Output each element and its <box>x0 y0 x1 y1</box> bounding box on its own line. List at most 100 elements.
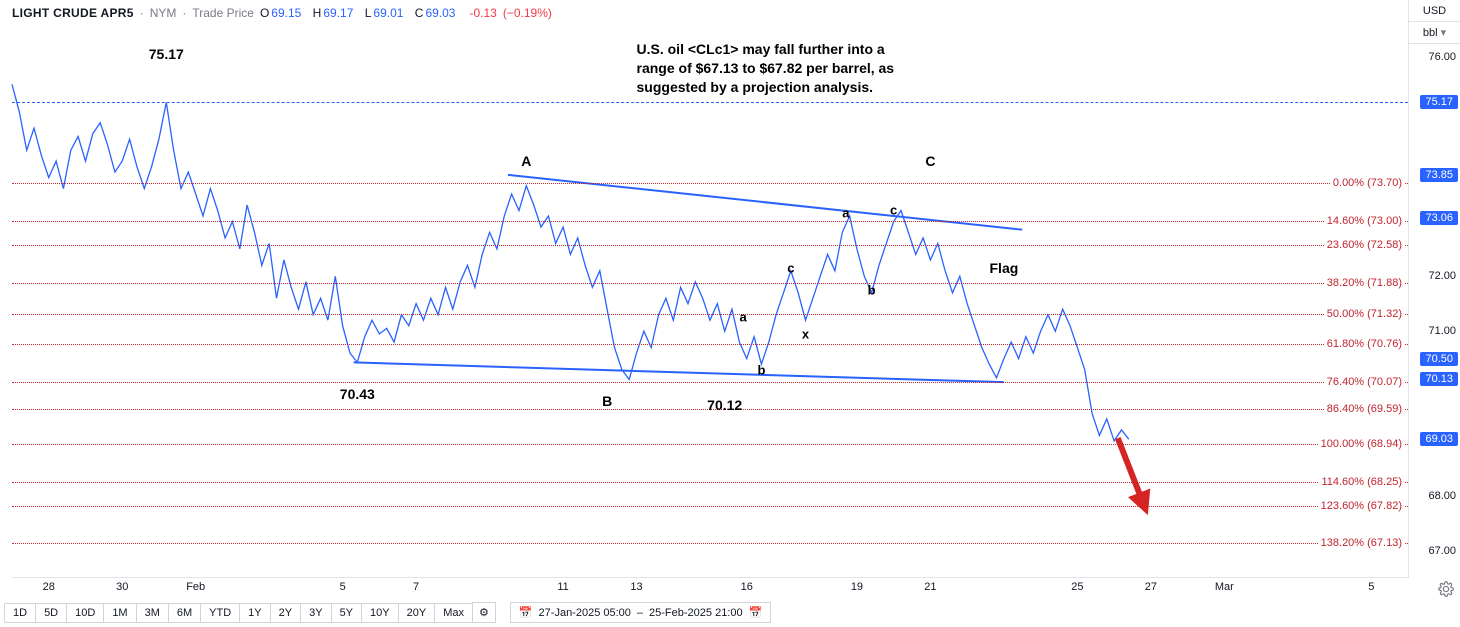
annotation: B <box>602 393 612 409</box>
annotation: Flag <box>990 260 1019 276</box>
exchange: NYM <box>150 6 177 20</box>
y-tick: 67.00 <box>1428 545 1456 557</box>
change-pct: (−0.19%) <box>503 6 552 20</box>
settings-icon[interactable]: ⚙ <box>472 602 496 623</box>
chart-svg <box>12 24 1408 577</box>
y-badge: 70.50 <box>1420 352 1458 366</box>
y-badge: 73.85 <box>1420 168 1458 182</box>
fib-label: 114.60% (68.25) <box>1319 476 1404 488</box>
x-tick: Mar <box>1215 581 1234 593</box>
range-button-6m[interactable]: 6M <box>168 603 201 623</box>
range-button-5d[interactable]: 5D <box>35 603 67 623</box>
range-button-1m[interactable]: 1M <box>103 603 136 623</box>
fib-line <box>12 506 1408 507</box>
annotation: b <box>868 283 876 298</box>
range-toolbar: 1D5D10D1M3M6MYTD1Y2Y3Y5Y10Y20YMax⚙ 27-Jan… <box>4 602 771 623</box>
x-tick: 28 <box>43 581 55 593</box>
fib-label: 123.60% (67.82) <box>1319 500 1404 512</box>
x-tick: 19 <box>851 581 863 593</box>
fib-line <box>12 444 1408 445</box>
ohlc: O69.15 H69.17 L69.01 C69.03 <box>260 6 464 20</box>
chart-header: LIGHT CRUDE APR5 · NYM · Trade Price O69… <box>12 6 552 20</box>
calendar-icon <box>519 606 533 619</box>
annotation: C <box>925 153 935 169</box>
y-badge: 69.03 <box>1420 432 1458 446</box>
fib-line <box>12 543 1408 544</box>
x-tick: 27 <box>1145 581 1157 593</box>
x-tick: 5 <box>1368 581 1374 593</box>
annotation: c <box>787 261 794 276</box>
fib-label: 0.00% (73.70) <box>1331 177 1404 189</box>
x-tick: 30 <box>116 581 128 593</box>
fib-label: 100.00% (68.94) <box>1319 438 1404 450</box>
gear-icon[interactable] <box>1438 581 1454 597</box>
fib-line <box>12 482 1408 483</box>
date-range[interactable]: 27-Jan-2025 05:00–25-Feb-2025 21:00 <box>510 602 771 623</box>
unit-currency[interactable]: USD <box>1409 0 1460 22</box>
y-badge: 70.13 <box>1420 372 1458 386</box>
chart-area[interactable]: 0.00% (73.70) 14.60% (73.00) 23.60% (72.58… <box>12 24 1408 578</box>
x-tick: 7 <box>413 581 419 593</box>
change: -0.13 <box>469 6 496 20</box>
calendar-icon <box>749 606 763 619</box>
range-button-10d[interactable]: 10D <box>66 603 104 623</box>
x-tick: 13 <box>630 581 642 593</box>
x-tick: 11 <box>557 581 568 593</box>
range-button-1d[interactable]: 1D <box>4 603 36 623</box>
fib-label: 86.40% (69.59) <box>1325 403 1404 415</box>
unit-measure[interactable]: bbl <box>1409 22 1460 44</box>
annotation: x <box>802 326 809 341</box>
high-dashed-line <box>12 102 1408 103</box>
range-button-10y[interactable]: 10Y <box>361 603 399 623</box>
y-tick: 76.00 <box>1428 51 1456 63</box>
fib-label: 76.40% (70.07) <box>1325 376 1404 388</box>
x-tick: 21 <box>924 581 936 593</box>
annotation: b <box>757 362 765 377</box>
fib-label: 138.20% (67.13) <box>1319 537 1404 549</box>
x-tick: Feb <box>186 581 205 593</box>
fib-line <box>12 183 1408 184</box>
annotation: a <box>842 206 849 221</box>
price-line <box>12 84 1129 441</box>
range-button-5y[interactable]: 5Y <box>331 603 362 623</box>
fib-line <box>12 283 1408 284</box>
series-label: Trade Price <box>192 6 254 20</box>
annotation: A <box>521 153 531 169</box>
range-button-2y[interactable]: 2Y <box>270 603 301 623</box>
y-tick: 71.00 <box>1428 325 1456 337</box>
range-button-20y[interactable]: 20Y <box>398 603 436 623</box>
date-to: 25-Feb-2025 21:00 <box>649 607 743 619</box>
range-button-1y[interactable]: 1Y <box>239 603 270 623</box>
range-button-3m[interactable]: 3M <box>136 603 169 623</box>
fib-label: 23.60% (72.58) <box>1325 239 1404 251</box>
range-button-max[interactable]: Max <box>434 603 473 623</box>
date-from: 27-Jan-2025 05:00 <box>539 607 631 619</box>
annotation: 75.17 <box>149 46 184 62</box>
fib-line <box>12 314 1408 315</box>
y-tick: 72.00 <box>1428 270 1456 282</box>
fib-label: 61.80% (70.76) <box>1325 338 1404 350</box>
annotation: 70.12 <box>707 397 742 413</box>
fib-line <box>12 344 1408 345</box>
x-tick: 5 <box>340 581 346 593</box>
x-tick: 16 <box>741 581 753 593</box>
x-axis: 28 30 Feb 5 7 11 13 16 19 21 25 27 Mar 5 <box>12 578 1408 598</box>
symbol[interactable]: LIGHT CRUDE APR5 <box>12 6 134 20</box>
fib-label: 38.20% (71.88) <box>1325 277 1404 289</box>
fib-label: 14.60% (73.00) <box>1325 215 1404 227</box>
y-badge: 73.06 <box>1420 211 1458 225</box>
trendline <box>354 362 1004 382</box>
annotation: c <box>890 203 897 218</box>
annotation: 70.43 <box>340 386 375 402</box>
range-button-3y[interactable]: 3Y <box>300 603 331 623</box>
fib-label: 50.00% (71.32) <box>1325 308 1404 320</box>
fib-line <box>12 382 1408 383</box>
fib-line <box>12 221 1408 222</box>
projection-arrow <box>1118 438 1144 504</box>
x-tick: 25 <box>1071 581 1083 593</box>
y-tick: 68.00 <box>1428 490 1456 502</box>
fib-line <box>12 245 1408 246</box>
analysis-text: U.S. oil <CLc1> may fall further into ar… <box>637 40 895 97</box>
range-button-ytd[interactable]: YTD <box>200 603 240 623</box>
y-badge: 75.17 <box>1420 95 1458 109</box>
